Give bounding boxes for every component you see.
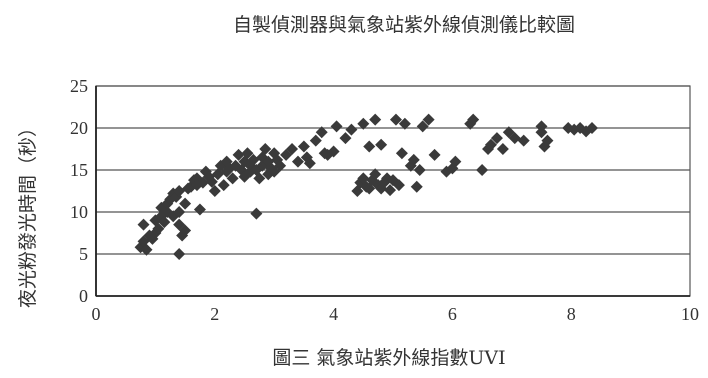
data-point (247, 153, 260, 166)
data-point (137, 218, 150, 231)
data-point (205, 175, 218, 188)
data-point (330, 120, 343, 133)
y-axis-label: 夜光粉發光時間（秒） (17, 118, 39, 308)
x-tick-label: 2 (210, 304, 219, 324)
data-point (303, 157, 316, 170)
data-points (134, 113, 598, 260)
data-point (410, 180, 423, 193)
data-point (286, 143, 299, 155)
data-point (345, 123, 358, 136)
data-point (250, 207, 263, 220)
data-point (502, 126, 515, 139)
x-tick-label: 10 (681, 304, 699, 324)
data-point (407, 153, 420, 166)
data-point (309, 134, 322, 147)
data-point (327, 145, 340, 158)
data-point (541, 134, 554, 147)
x-tick-label: 4 (329, 304, 338, 324)
y-tick-label: 25 (70, 76, 88, 96)
data-point (253, 172, 266, 185)
data-point (179, 224, 192, 237)
data-point (422, 113, 435, 126)
data-point (535, 120, 548, 133)
data-point (339, 132, 352, 145)
data-point (315, 126, 328, 139)
y-tick-label: 0 (79, 286, 88, 306)
data-point (375, 138, 388, 151)
data-point (416, 120, 429, 133)
data-point (449, 155, 462, 168)
data-point (389, 113, 402, 126)
data-point (395, 147, 408, 160)
y-tick-label: 15 (70, 160, 88, 180)
y-tick-label: 5 (79, 244, 88, 264)
data-point (508, 132, 521, 145)
data-point (274, 159, 287, 172)
data-point (413, 164, 426, 176)
data-point (152, 222, 165, 235)
data-point (476, 164, 489, 176)
data-point (193, 203, 206, 216)
data-point (490, 132, 503, 145)
data-point (241, 147, 254, 160)
data-point (517, 134, 530, 147)
data-point (226, 172, 239, 185)
data-point (179, 197, 192, 210)
data-point (369, 168, 382, 181)
y-tick-label: 10 (70, 202, 88, 222)
x-tick-label: 6 (448, 304, 457, 324)
chart-caption: 圖三 氣象站紫外線指數UVI (272, 347, 505, 369)
data-point (467, 113, 480, 126)
y-tick-label: 20 (70, 118, 88, 138)
x-tick-label: 8 (567, 304, 576, 324)
chart-title: 自製偵測器與氣象站紫外線偵測儀比較圖 (233, 14, 575, 36)
tick-labels: 0 5 10 15 20 25 0 2 4 6 8 10 (70, 76, 699, 324)
data-point (140, 243, 153, 256)
data-point (297, 140, 310, 153)
data-point (173, 185, 186, 197)
data-point (369, 113, 382, 126)
data-point (173, 248, 186, 260)
data-point (291, 155, 304, 168)
axes (95, 85, 691, 297)
data-point (496, 143, 509, 155)
data-point (428, 148, 441, 161)
data-point (398, 117, 411, 130)
data-point (357, 117, 370, 130)
data-point (392, 179, 405, 192)
x-tick-label: 0 (92, 304, 101, 324)
data-point (363, 140, 376, 153)
data-point (173, 206, 186, 218)
data-point (232, 148, 245, 161)
data-point (384, 184, 397, 197)
data-point (158, 216, 171, 229)
data-point (585, 122, 598, 134)
data-point (217, 179, 230, 192)
data-point (208, 185, 221, 197)
data-point (485, 138, 498, 151)
data-point (259, 143, 272, 155)
